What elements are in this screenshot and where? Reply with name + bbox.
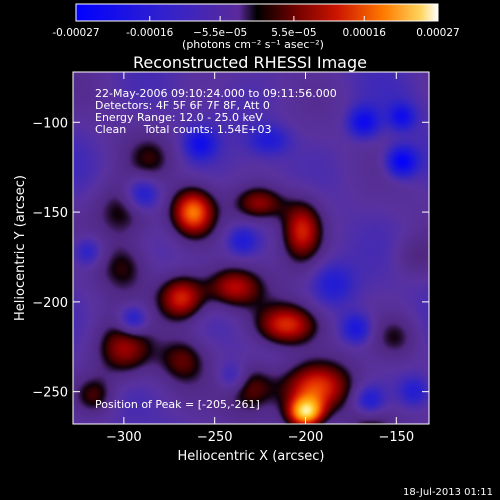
colorbar-unit-label: (photons cm⁻² s⁻¹ asec⁻²) (182, 38, 324, 51)
y-tick-label: −250 (32, 386, 68, 401)
y-tick-label: −100 (32, 116, 68, 131)
colorbar-tick-label: 0.00027 (416, 27, 459, 39)
y-tick-label: −200 (32, 296, 68, 311)
y-tick-label: −150 (32, 206, 68, 221)
x-tick-label: −200 (288, 430, 324, 445)
x-axis-ticks: −300 −250 −200 −150 (106, 72, 414, 445)
y-axis-label: Heliocentric Y (arcsec) (13, 175, 28, 321)
x-tick-label: −300 (106, 430, 142, 445)
chart-title: Reconstructed RHESSI Image (133, 53, 367, 72)
footer-timestamp: 18-Jul-2013 01:11 (403, 487, 493, 498)
colorbar-tick-label: −5.5e−05 (193, 27, 247, 39)
colorbar (75, 3, 439, 22)
y-axis-ticks: −100 −150 −200 −250 (32, 116, 429, 401)
heatmap-image (73, 72, 429, 424)
annotation-time-range: 22-May-2006 09:10:24.000 to 09:11:56.000 (95, 87, 337, 100)
peak-position-label: Position of Peak = [-205,-261] (95, 398, 260, 411)
colorbar-tick-label: 5.5e−05 (271, 27, 316, 39)
colorbar-tick-label: 0.00016 (343, 27, 387, 39)
annotation-energy-range: Energy Range: 12.0 - 25.0 keV (95, 111, 263, 124)
x-axis-label: Heliocentric X (arcsec) (178, 449, 325, 464)
x-tick-label: −150 (378, 430, 414, 445)
colorbar-tick-label: -0.00016 (126, 27, 174, 39)
plot-frame (72, 71, 430, 425)
colorbar-tick-label: -0.00027 (52, 27, 99, 39)
x-tick-label: −250 (197, 430, 233, 445)
colorbar-ticks: -0.00027 -0.00016 −5.5e−05 5.5e−05 0.00016 0.… (52, 16, 460, 39)
annotation-clean-counts: Clean Total counts: 1.54E+03 (95, 123, 272, 136)
annotation-detectors: Detectors: 4F 5F 6F 7F 8F, Att 0 (95, 99, 270, 112)
